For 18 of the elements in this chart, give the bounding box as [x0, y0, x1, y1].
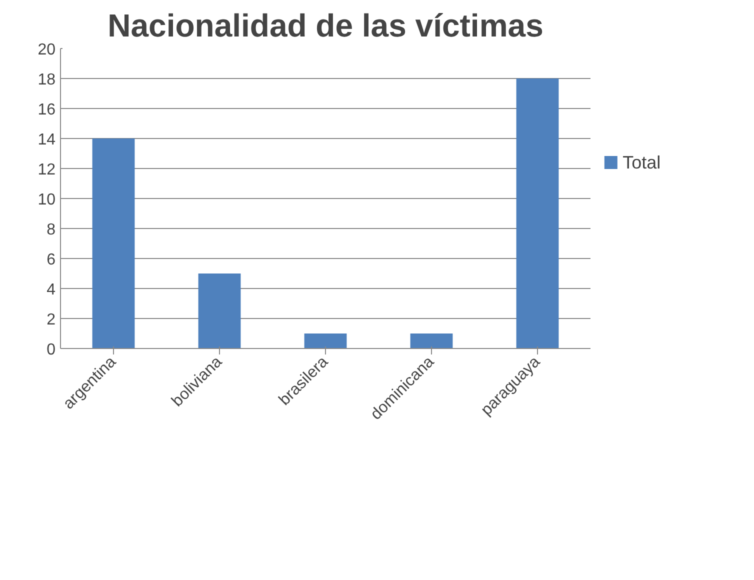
- bar: [304, 334, 347, 348]
- y-tick-label: 10: [38, 192, 56, 208]
- y-tick-label: 2: [46, 312, 56, 328]
- chart-title: Nacionalidad de las víctimas: [108, 8, 544, 44]
- bar: [92, 138, 135, 348]
- y-tick-label: 12: [38, 162, 56, 178]
- legend-label: Total: [622, 152, 661, 172]
- y-tick-label: 4: [46, 282, 56, 298]
- y-tick-label: 6: [46, 252, 56, 268]
- bar: [198, 274, 241, 348]
- y-tick-label: 0: [46, 342, 56, 358]
- y-tick-label: 20: [38, 42, 56, 58]
- y-tick-label: 16: [38, 102, 56, 118]
- bar: [516, 78, 559, 348]
- y-tick-label: 14: [38, 132, 56, 148]
- y-tick-label: 8: [46, 222, 56, 238]
- y-tick-label: 18: [38, 72, 56, 88]
- bar: [410, 334, 453, 348]
